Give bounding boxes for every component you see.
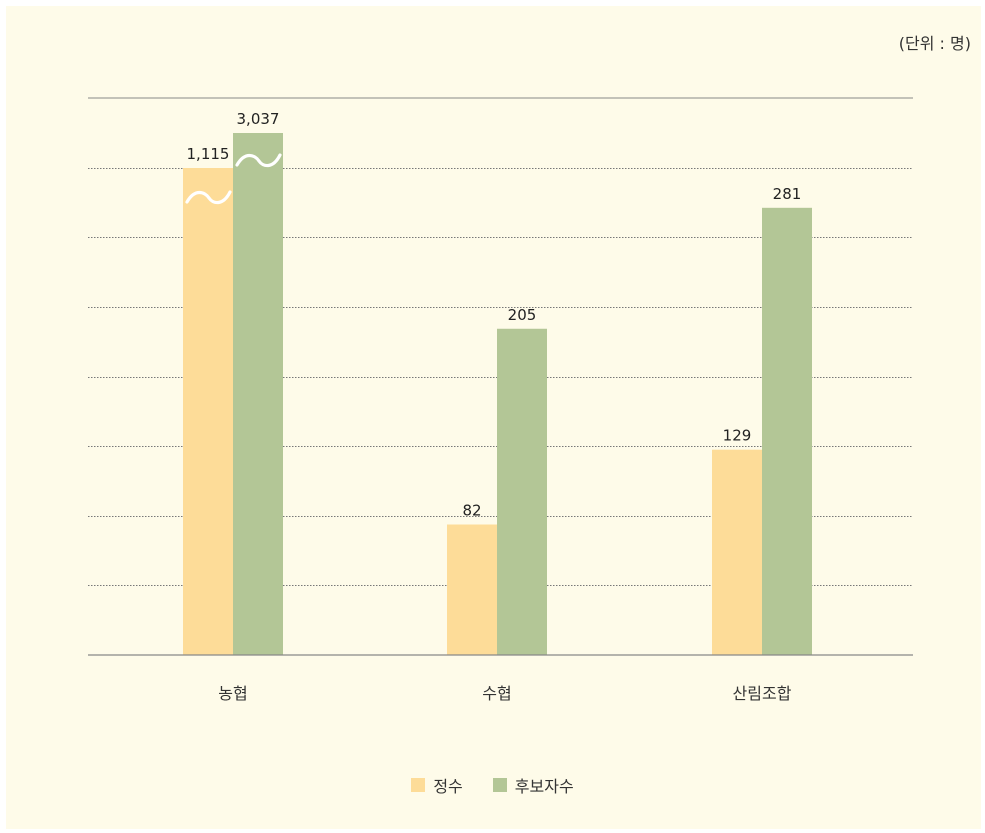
category-label: 농협 — [218, 684, 247, 703]
value-labels: 1,115 3,037 82 205 129 281 — [187, 110, 802, 520]
value-label: 281 — [773, 185, 802, 203]
x-axis: 농협 수협 산림조합 — [88, 654, 913, 703]
bar-series1 — [183, 168, 233, 655]
value-label: 129 — [723, 427, 752, 445]
value-label: 3,037 — [237, 110, 280, 128]
axis-break-mark — [235, 153, 282, 168]
bar-series2 — [233, 133, 283, 655]
legend-label-series2: 후보자수 — [514, 777, 574, 796]
value-label: 205 — [508, 306, 537, 324]
legend-item-series2: 후보자수 — [492, 773, 574, 797]
bars — [183, 133, 812, 655]
category-label: 수협 — [482, 684, 511, 703]
bar-series1 — [712, 449, 762, 655]
legend: 정수 후보자수 — [0, 773, 985, 797]
bar-series2 — [762, 207, 812, 655]
axis-break-mark — [185, 190, 232, 205]
category-label: 산림조합 — [733, 684, 792, 703]
legend-swatch-series1 — [411, 778, 426, 792]
legend-item-series1: 정수 — [411, 773, 463, 797]
value-label: 82 — [462, 502, 481, 520]
unit-label: (단위 : 명) — [898, 34, 971, 53]
chart-panel — [6, 6, 981, 829]
bar-series2 — [497, 328, 547, 655]
legend-swatch-series2 — [492, 778, 507, 792]
value-label: 1,115 — [187, 145, 230, 163]
legend-label-series1: 정수 — [433, 777, 463, 796]
bar-series1 — [447, 524, 497, 655]
